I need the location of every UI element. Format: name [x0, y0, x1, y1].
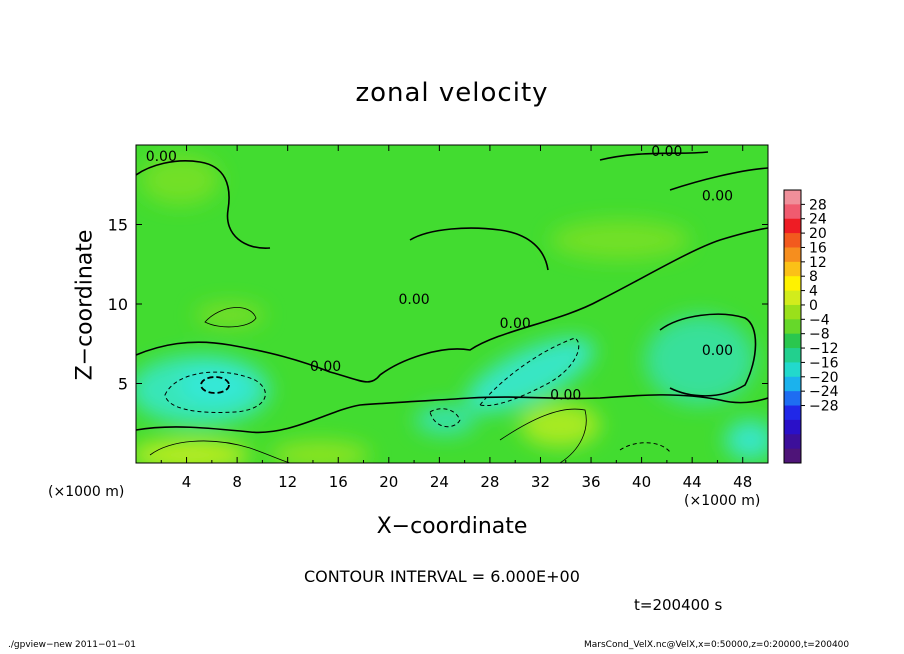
y-axis: 5 10 15 [108, 216, 768, 394]
x-tick-label: 16 [329, 473, 348, 491]
colorbar-swatch [784, 276, 801, 292]
x-tick-label: 40 [632, 473, 651, 491]
colorbar-label: 0 [809, 298, 818, 314]
contour-label: 0.00 [310, 359, 341, 375]
x-tick-label: 44 [683, 473, 702, 491]
colorbar-swatch [784, 233, 801, 248]
colorbar-label: 12 [809, 255, 827, 271]
colorbar-label: −4 [809, 312, 830, 328]
colorbar-swatch [784, 391, 801, 407]
zero-contours [136, 151, 768, 434]
x-tick-label: 8 [232, 473, 242, 491]
colorbar-swatch [784, 362, 801, 378]
colorbar-swatch [784, 376, 801, 392]
min-contour [200, 376, 230, 394]
colorbar-swatch [784, 190, 801, 205]
colorbar-label: 20 [809, 226, 827, 242]
x-tick-label: 48 [733, 473, 752, 491]
contour-label: 0.00 [500, 316, 531, 332]
colorbar-label: −20 [809, 370, 839, 386]
y-tick-label: 15 [108, 216, 128, 235]
colorbar-label: −12 [809, 341, 839, 357]
colorbar-swatch [784, 448, 801, 464]
contour-label: 0.00 [398, 292, 429, 308]
colorbar-swatch [784, 333, 801, 349]
x-tick-label: 4 [182, 473, 192, 491]
colorbar-label: 8 [809, 269, 818, 285]
colorbar-swatch [784, 247, 801, 263]
colorbar-swatch [784, 290, 801, 306]
contour-label: 0.00 [146, 149, 177, 165]
x-unit-left: (×1000 m) [48, 484, 125, 500]
colorbar-swatch [784, 419, 801, 435]
footer-left: ./gpview−new 2011−01−01 [8, 640, 136, 650]
time-label: t=200400 s [634, 596, 723, 614]
contour-label: 0.00 [651, 144, 682, 160]
x-tick-label: 12 [278, 473, 297, 491]
colorbar-swatch [784, 319, 801, 335]
footer-right: MarsCond_VelX.nc@VelX,x=0:50000,z=0:2000… [584, 640, 850, 650]
x-unit-right: (×1000 m) [684, 493, 761, 509]
colorbar-label: −28 [809, 399, 839, 415]
x-axis-label: X−coordinate [376, 514, 528, 539]
y-axis-label: Z−coordinate [72, 229, 98, 381]
x-tick-label: 24 [430, 473, 449, 491]
colorbar-label: −16 [809, 355, 839, 371]
x-axis: 4 8 12 16 20 24 28 32 36 40 44 48 [160, 145, 752, 491]
colorbar-label: −8 [809, 327, 830, 343]
contour-label: 0.00 [702, 189, 733, 205]
colorbar-swatch [784, 218, 801, 234]
colorbar-swatch [784, 405, 801, 421]
colorbar-swatch [784, 261, 801, 277]
x-tick-label: 20 [379, 473, 398, 491]
contour-label: 0.00 [702, 343, 733, 359]
chart-title: zonal velocity [355, 78, 549, 108]
colorbar-swatch [784, 348, 801, 363]
colorbar-frame [783, 189, 802, 464]
contour-label: 0.00 [550, 387, 581, 403]
contour-labels: 0.00 0.00 0.00 0.00 0.00 0.00 0.00 0.00 [146, 144, 733, 403]
colorbar-swatch [784, 304, 801, 320]
y-tick-label: 5 [118, 375, 128, 394]
velocity-field [136, 145, 768, 463]
colorbar-label: 28 [809, 197, 827, 213]
x-tick-label: 36 [581, 473, 600, 491]
colorbar-label: 24 [809, 212, 827, 228]
colorbar-swatch [784, 434, 801, 450]
negative-contours [164, 337, 671, 453]
colorbar-swatch [784, 204, 801, 220]
positive-contours [149, 307, 587, 463]
x-tick-label: 28 [480, 473, 499, 491]
colorbar-label: 16 [809, 240, 827, 256]
contour-interval-text: CONTOUR INTERVAL = 6.000E+00 [304, 567, 580, 586]
colorbar-label: −24 [809, 384, 839, 400]
y-tick-label: 10 [108, 295, 128, 314]
colorbar-label: 4 [809, 284, 818, 300]
x-tick-label: 32 [531, 473, 550, 491]
